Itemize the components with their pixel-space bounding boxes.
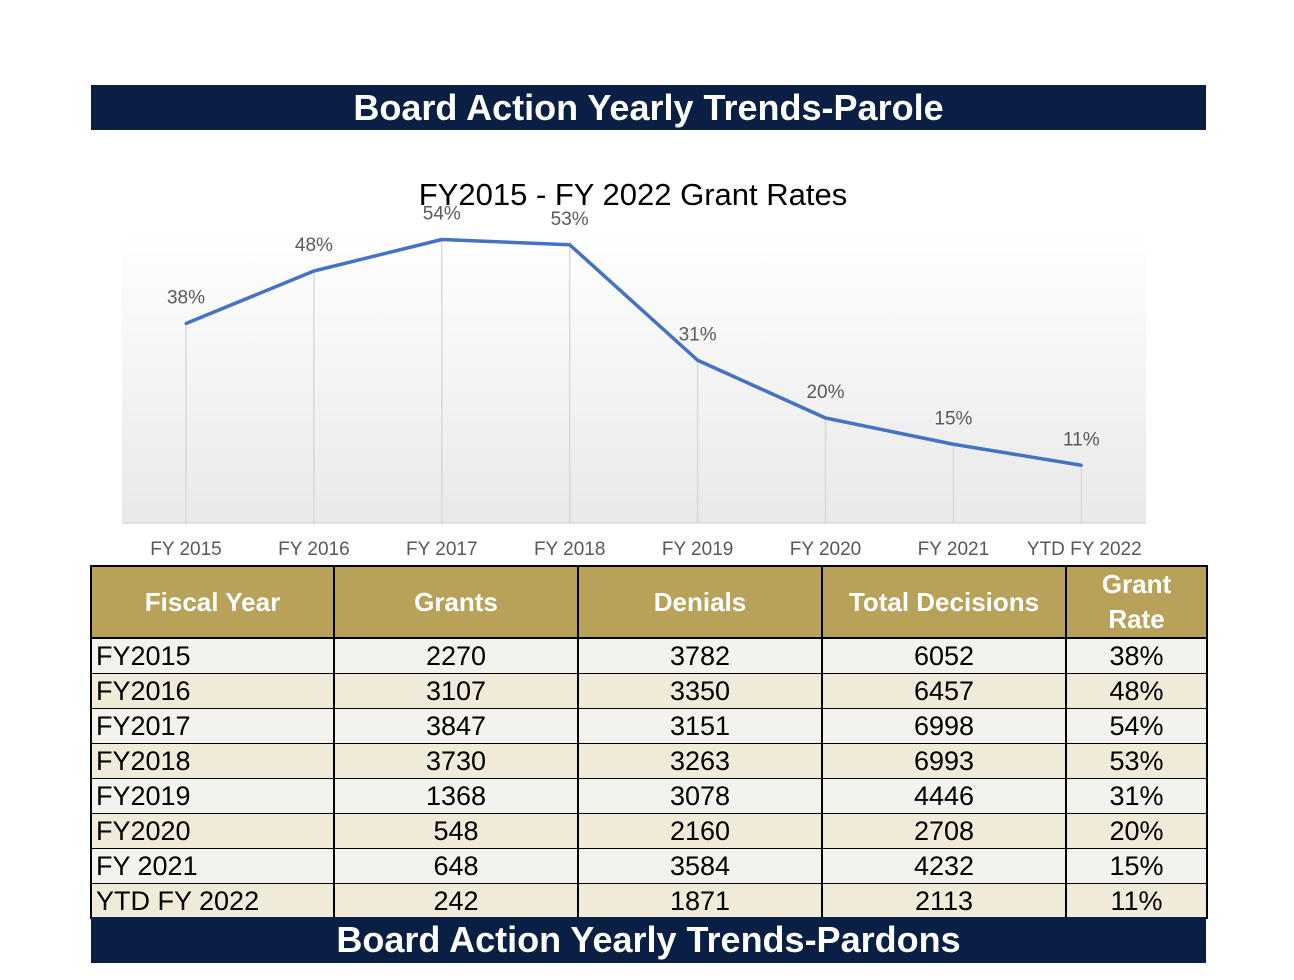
data-point <box>824 416 827 420</box>
cell-fiscal-year: FY2016 <box>90 673 335 709</box>
cell-grants: 2270 <box>333 637 579 674</box>
data-point <box>568 243 572 247</box>
cell-denials: 1871 <box>577 883 823 919</box>
cell-grant-rate: 54% <box>1065 708 1208 744</box>
cell-grant-rate: 48% <box>1065 673 1208 709</box>
cell-denials: 3078 <box>577 778 823 814</box>
x-tick-label: FY 2019 <box>662 539 733 560</box>
cell-fiscal-year: FY2017 <box>90 708 335 744</box>
table-row: FY2020 548 2160 2708 20% <box>90 813 1208 849</box>
cell-grant-rate: 15% <box>1065 848 1208 884</box>
data-point <box>440 238 444 241</box>
data-label: 53% <box>551 209 589 230</box>
cell-fiscal-year: FY2018 <box>90 743 335 779</box>
drop-lines <box>185 239 1083 523</box>
cell-grants: 3847 <box>333 708 579 744</box>
x-tick-label: YTD FY 2022 <box>1027 539 1142 560</box>
table-row: FY2019 1368 3078 4446 31% <box>90 778 1208 814</box>
cell-grants: 548 <box>333 813 579 849</box>
x-tick-label: FY 2020 <box>790 539 861 560</box>
table-header-row: Fiscal Year Grants Denials Total Decisio… <box>90 565 1208 639</box>
cell-denials: 3782 <box>577 637 823 674</box>
cell-total-decisions: 2113 <box>821 883 1067 919</box>
table-row: YTD FY 2022 242 1871 2113 11% <box>90 883 1208 919</box>
data-point <box>951 442 955 446</box>
chart-title: FY2015 - FY 2022 Grant Rates <box>419 177 848 212</box>
cell-grant-rate: 38% <box>1065 637 1208 674</box>
data-label: 15% <box>934 408 972 429</box>
cell-fiscal-year: FY2015 <box>90 637 335 674</box>
column-header-fiscal-year: Fiscal Year <box>90 565 335 639</box>
cell-denials: 3350 <box>577 673 823 709</box>
column-header-denials: Denials <box>577 565 823 639</box>
plot-area <box>122 230 1146 523</box>
cell-denials: 3263 <box>577 743 823 779</box>
grant-rate-chart: FY2015 - FY 2022 Grant Rates 38% 48% 54% 53… <box>122 177 1146 560</box>
section-banner-pardons: Board Action Yearly Trends-Pardons <box>91 917 1206 963</box>
cell-total-decisions: 4232 <box>821 848 1067 884</box>
data-label: 54% <box>423 204 461 225</box>
cell-denials: 2160 <box>577 813 823 849</box>
table-row: FY2018 3730 3263 6993 53% <box>90 743 1208 779</box>
grant-table: Fiscal Year Grants Denials Total Decisio… <box>90 565 1208 919</box>
table-body: FY2015 2270 3782 6052 38% FY2016 3107 3350 6457 4… <box>90 637 1208 919</box>
cell-grants: 1368 <box>333 778 579 814</box>
cell-grants: 242 <box>333 883 579 919</box>
column-header-total-decisions: Total Decisions <box>821 565 1067 639</box>
x-tick-label: FY 2017 <box>406 539 477 560</box>
cell-total-decisions: 2708 <box>821 813 1067 849</box>
x-tick-label: FY 2021 <box>918 539 989 560</box>
data-label: 31% <box>679 324 717 345</box>
section-banner-parole: Board Action Yearly Trends-Parole <box>91 85 1206 130</box>
cell-grant-rate: 11% <box>1065 883 1208 919</box>
cell-fiscal-year: FY 2021 <box>90 848 335 884</box>
table-row: FY2016 3107 3350 6457 48% <box>90 673 1208 709</box>
cell-denials: 3151 <box>577 708 823 744</box>
cell-total-decisions: 6457 <box>821 673 1067 709</box>
data-label: 48% <box>295 235 333 256</box>
cell-grants: 3730 <box>333 743 579 779</box>
data-point <box>1079 463 1083 467</box>
data-labels: 38% 48% 54% 53% 31% 20% 15% 11% <box>167 204 1100 451</box>
x-tick-label: FY 2018 <box>534 539 605 560</box>
cell-total-decisions: 6993 <box>821 743 1067 779</box>
cell-fiscal-year: YTD FY 2022 <box>90 883 335 919</box>
x-tick-labels: FY 2015 FY 2016 FY 2017 FY 2018 FY 2019 FY 20… <box>150 539 1141 560</box>
x-tick-label: FY 2016 <box>278 539 349 560</box>
cell-fiscal-year: FY2020 <box>90 813 335 849</box>
cell-grants: 648 <box>333 848 579 884</box>
cell-total-decisions: 4446 <box>821 778 1067 814</box>
data-point <box>312 269 316 273</box>
cell-total-decisions: 6052 <box>821 637 1067 674</box>
column-header-grant-rate: Grant Rate <box>1065 565 1208 639</box>
series-line-group <box>184 237 1083 467</box>
data-label: 20% <box>806 382 844 403</box>
cell-total-decisions: 6998 <box>821 708 1067 744</box>
column-header-grants: Grants <box>333 565 579 639</box>
cell-grants: 3107 <box>333 673 579 709</box>
data-point <box>696 358 700 362</box>
cell-grant-rate: 20% <box>1065 813 1208 849</box>
table-row: FY2015 2270 3782 6052 38% <box>90 637 1208 674</box>
cell-grant-rate: 31% <box>1065 778 1208 814</box>
data-label: 38% <box>167 288 205 309</box>
data-label: 11% <box>1063 429 1100 450</box>
x-tick-label: FY 2015 <box>150 539 221 560</box>
cell-denials: 3584 <box>577 848 823 884</box>
table-row: FY2017 3847 3151 6998 54% <box>90 708 1208 744</box>
series-line <box>185 237 1082 467</box>
cell-fiscal-year: FY2019 <box>90 778 335 814</box>
cell-grant-rate: 53% <box>1065 743 1208 779</box>
data-point <box>184 322 188 325</box>
table-row: FY 2021 648 3584 4232 15% <box>90 848 1208 884</box>
